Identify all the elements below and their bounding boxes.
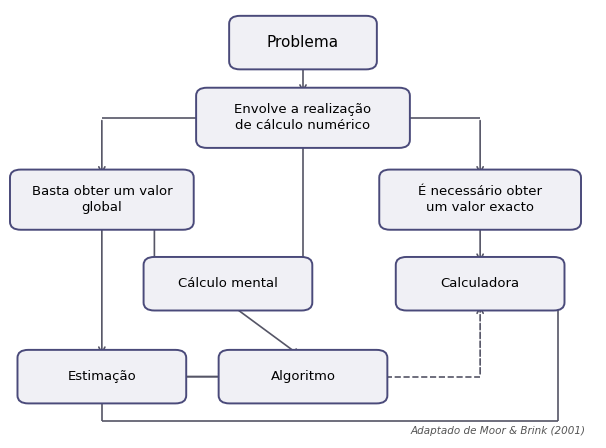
FancyBboxPatch shape [229,16,377,69]
Text: Envolve a realização
de cálculo numérico: Envolve a realização de cálculo numérico [235,103,371,132]
Text: Calculadora: Calculadora [441,277,520,290]
FancyBboxPatch shape [219,350,387,403]
Text: É necessário obter
um valor exacto: É necessário obter um valor exacto [418,185,542,214]
FancyBboxPatch shape [10,170,194,230]
Text: Algoritmo: Algoritmo [270,370,336,383]
Text: Cálculo mental: Cálculo mental [178,277,278,290]
FancyBboxPatch shape [379,170,581,230]
FancyBboxPatch shape [18,350,186,403]
Text: Basta obter um valor
global: Basta obter um valor global [32,185,172,214]
FancyBboxPatch shape [144,257,312,310]
FancyBboxPatch shape [396,257,565,310]
Text: Adaptado de Moor & Brink (2001): Adaptado de Moor & Brink (2001) [410,426,585,436]
FancyBboxPatch shape [196,88,410,148]
Text: Estimação: Estimação [67,370,136,383]
Text: Problema: Problema [267,35,339,50]
